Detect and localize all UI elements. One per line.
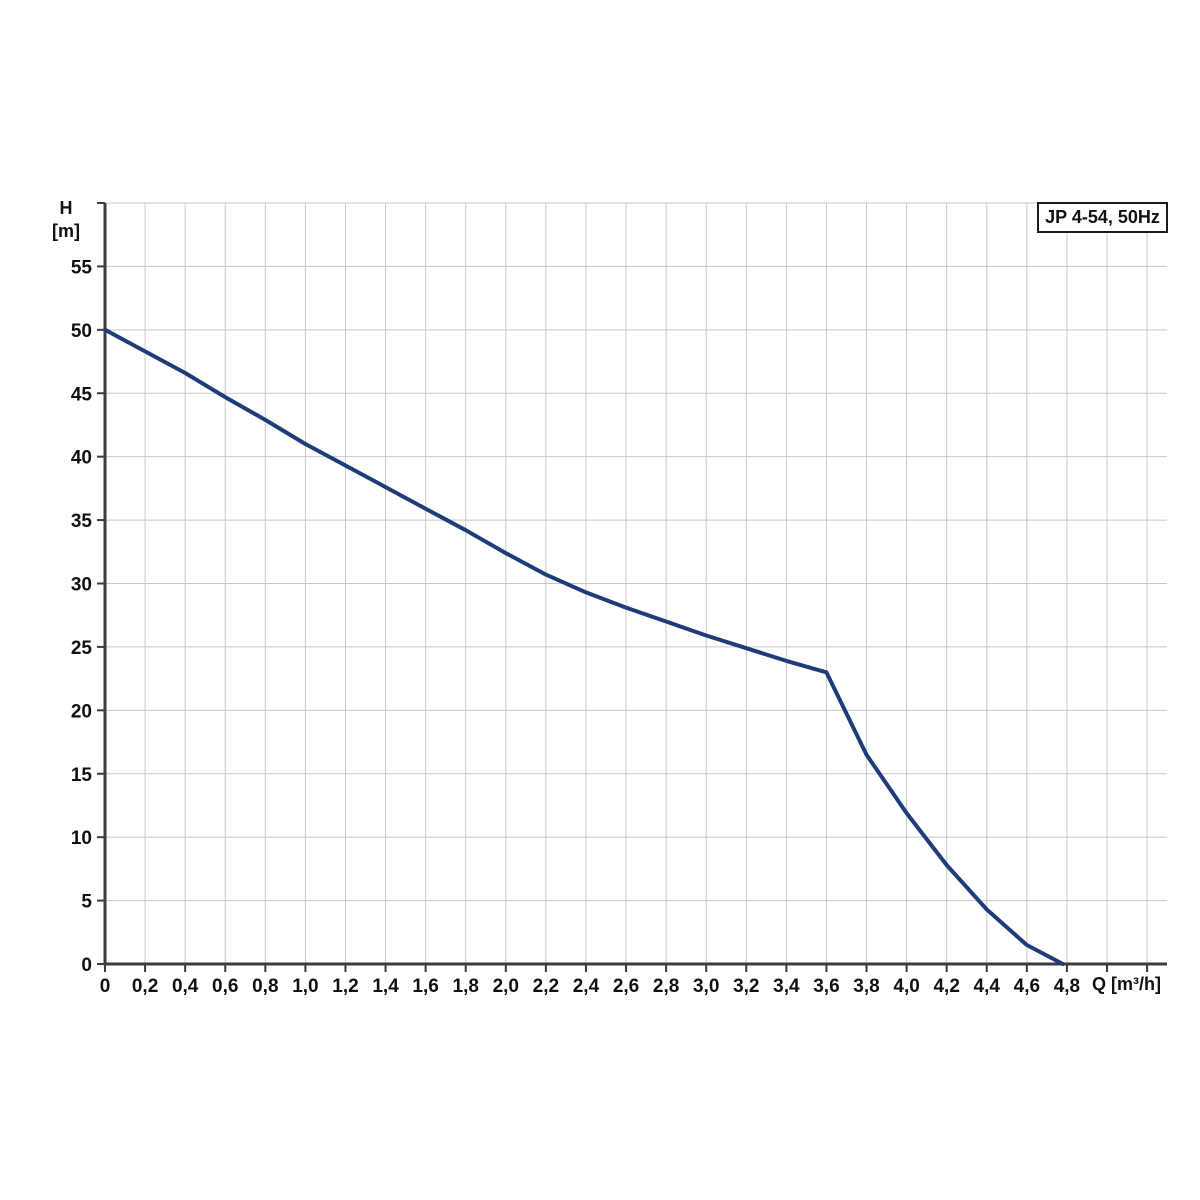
axes [103, 203, 1167, 966]
x-tick-label: 3,6 [813, 976, 839, 997]
x-tick-label: 4,0 [893, 976, 919, 997]
x-tick-label: 0 [100, 976, 111, 997]
x-tick-label: 4,8 [1054, 976, 1080, 997]
x-tick-label: 4,6 [1014, 976, 1040, 997]
x-tick-label: 3,8 [853, 976, 879, 997]
x-tick-label: 3,2 [733, 976, 759, 997]
x-tick-label: 1,4 [372, 976, 399, 997]
x-tick-label: 2,0 [493, 976, 519, 997]
y-axis-unit-label: [m] [52, 221, 80, 241]
x-tick-label: 1,2 [332, 976, 358, 997]
x-tick-label: 2,8 [653, 976, 679, 997]
x-tick-label: 2,6 [613, 976, 639, 997]
x-tick-label: 0,6 [212, 976, 238, 997]
x-tick-label: 3,4 [773, 976, 800, 997]
x-axis-title: Q [m³/h] [1092, 974, 1161, 994]
x-tick-label: 1,6 [412, 976, 438, 997]
tick-labels: 0 0,2 0,4 0,6 0,8 1,0 1,2 1,4 1,6 1,8 2,0 2,2 2,4 2,6… [71, 257, 1080, 997]
y-tick-label: 45 [71, 384, 93, 405]
y-tick-label: 55 [71, 257, 93, 278]
x-tick-label: 0,4 [172, 976, 199, 997]
y-tick-label: 50 [71, 321, 92, 342]
y-tick-label: 10 [71, 828, 92, 849]
y-axis-quantity-label: H [59, 198, 73, 218]
y-axis-title: H [m] [40, 197, 92, 243]
x-tick-label: 2,2 [533, 976, 559, 997]
y-tick-label: 5 [81, 892, 92, 913]
y-tick-label: 0 [81, 955, 92, 976]
y-tick-label: 15 [71, 765, 93, 786]
x-tick-label: 4,4 [974, 976, 1001, 997]
gridlines [105, 202, 1167, 964]
y-tick-label: 20 [71, 701, 92, 722]
x-tick-label: 1,8 [453, 976, 479, 997]
x-tick-label: 0,2 [132, 976, 158, 997]
x-tick-label: 3,0 [693, 976, 719, 997]
pump-performance-curve [103, 327, 1065, 966]
x-tick-label: 2,4 [573, 976, 600, 997]
y-tick-label: 40 [71, 448, 92, 469]
y-tick-label: 30 [71, 575, 92, 596]
axis-ticks [97, 202, 1149, 972]
x-tick-label: 0,8 [252, 976, 278, 997]
x-tick-label: 1,0 [292, 976, 318, 997]
legend-box: JP 4-54, 50Hz [1037, 202, 1168, 233]
legend-label: JP 4-54, 50Hz [1045, 207, 1160, 227]
y-tick-label: 25 [71, 638, 93, 659]
y-tick-label: 35 [71, 511, 93, 532]
x-tick-label: 4,2 [933, 976, 959, 997]
